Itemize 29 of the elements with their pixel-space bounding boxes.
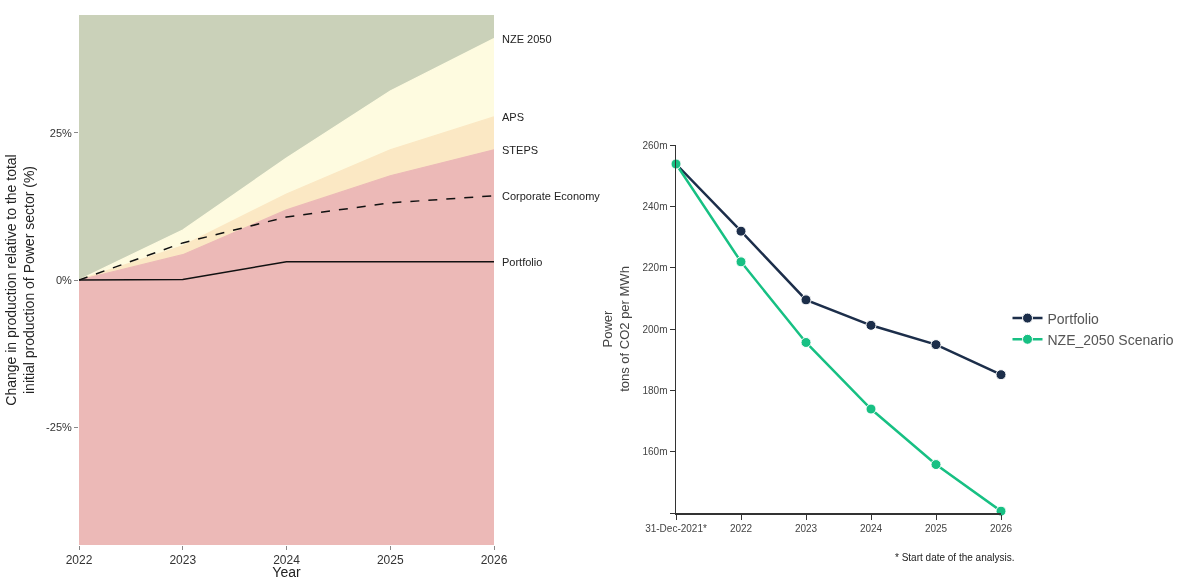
x-tick-label: 31-Dec-2021* [645,522,707,534]
y-tick-label: -25% [46,421,73,434]
series-label: Corporate Economy [502,190,601,202]
series-label: Portfolio [502,256,543,268]
y-axis-title: Change in production relative to the total initial production of Power sector (%) [2,154,37,406]
series-label: NZE 2050 [502,33,552,45]
text: * Start date of the analysis. [895,552,1015,563]
y-tick-label: 160m [642,446,668,458]
y-tick-label: 220m [642,262,668,274]
y-tick-label: 240m [642,200,668,212]
legend-label: Portfolio [1047,310,1100,327]
x-tick-label: 2026 [989,522,1013,534]
y-axis-title: Power tons of CO2 per MWh [600,266,632,392]
legend-label: NZE_2050 Scenario [1047,331,1174,348]
y-tick-label: 0% [55,273,73,286]
x-tick-label: 2025 [924,522,948,534]
y-tick-label: 25% [49,126,72,139]
x-tick-label: 2024 [859,522,883,534]
x-tick-label: 2025 [376,553,404,568]
y-tick-label: 260m [642,139,668,151]
x-tick-label: 2022 [729,522,753,534]
y-tick-label: 180m [642,384,668,396]
x-tick-label: 2026 [480,553,508,568]
x-tick-label: 2023 [169,553,197,568]
series-label: STEPS [502,144,539,156]
x-tick-label: 2022 [65,553,93,568]
series-label: APS [502,111,525,123]
x-tick-label: 2023 [794,522,818,534]
y-tick-label: 200m [642,323,668,335]
